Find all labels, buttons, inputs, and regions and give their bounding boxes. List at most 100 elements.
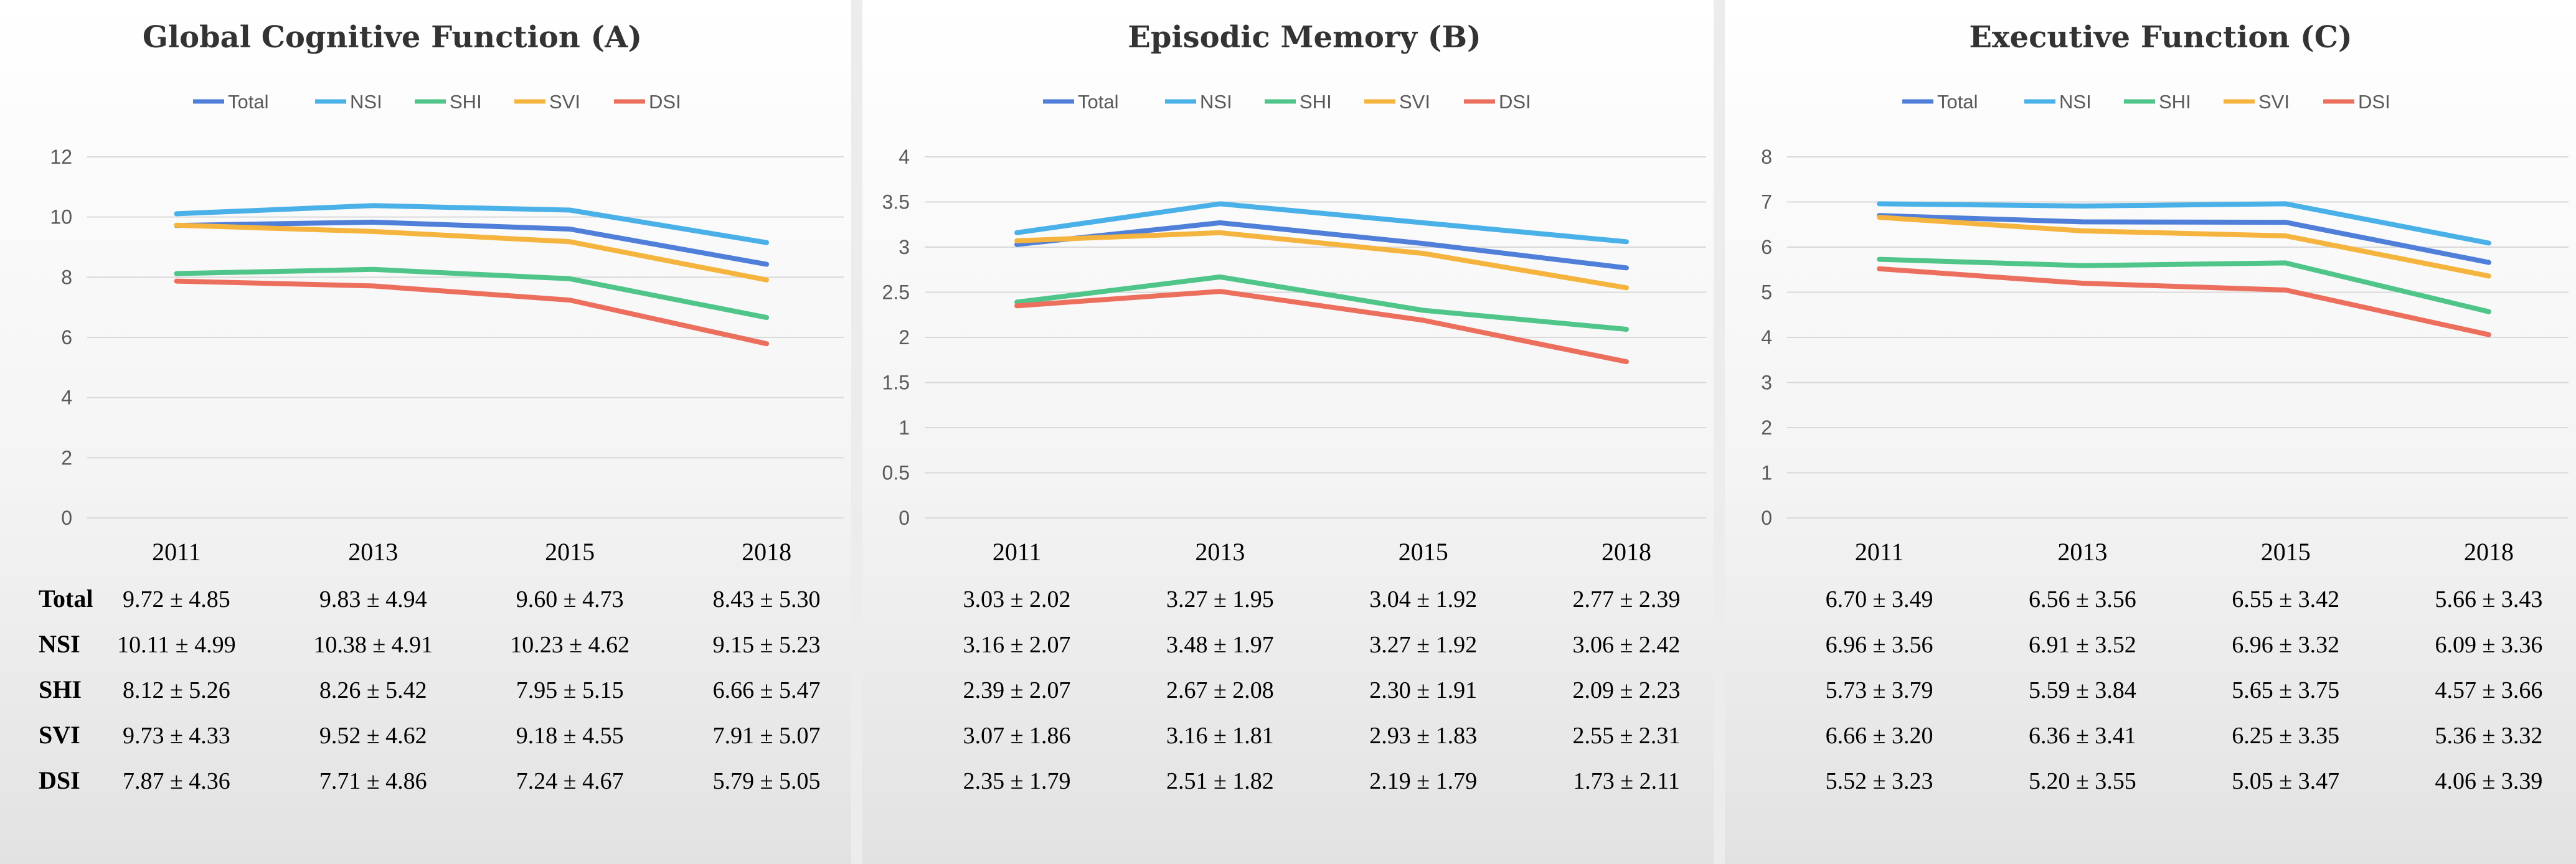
panel-b-series-line-nsi [1014, 201, 1629, 245]
panel-c-table-cell: 5.65 ± 3.75 [2232, 677, 2339, 703]
panel-b-series-line-total [1014, 220, 1629, 271]
panel-c-series-line-shi [1877, 256, 2491, 314]
panel-a-y-tick-label: 0 [61, 507, 72, 529]
panel-b-table-cell: 2.77 ± 2.39 [1573, 586, 1681, 613]
panel-b-table-cell: 2.30 ± 1.91 [1369, 677, 1477, 703]
panel-c-y-tick-label: 7 [1761, 191, 1772, 214]
panel-c-legend-shi: SHI [2159, 91, 2191, 113]
panel-c-title: Executive Function (C) [1969, 20, 2352, 55]
panel-c-background [1725, 0, 2576, 864]
panel-a-y-tick-label: 6 [61, 326, 72, 349]
panel-a-legend-dsi: DSI [649, 91, 681, 113]
panel-a-background [0, 0, 851, 864]
panel-c-table-cell: 5.05 ± 3.47 [2232, 768, 2339, 794]
panel-c-y-tick-label: 8 [1761, 146, 1772, 168]
panel-b-y-tick-label: 3.5 [882, 191, 910, 214]
panel-b-table-cell: 2.55 ± 2.31 [1573, 723, 1681, 749]
panel-c-table-cell: 5.66 ± 3.43 [2435, 586, 2543, 613]
panel-c-x-tick-label: 2013 [2057, 538, 2107, 566]
panel-b-table-cell: 2.39 ± 2.07 [963, 677, 1071, 703]
panel-a-x-tick-label: 2011 [152, 538, 201, 566]
panel-b-legend-dsi: DSI [1499, 91, 1531, 113]
panel-c-table-cell: 6.66 ± 3.20 [1826, 723, 1933, 749]
panel-a-series-line-dsi [174, 278, 770, 347]
panel-b-x-tick-label: 2011 [993, 538, 1042, 566]
panel-b-y-tick-label: 1 [899, 416, 910, 439]
panel-c-y-tick-label: 4 [1761, 326, 1772, 349]
panel-a-table-cell: 9.52 ± 4.62 [319, 723, 427, 749]
panel-a-table-cell: 9.60 ± 4.73 [516, 586, 624, 613]
panel-a-y-tick-label: 8 [61, 266, 72, 288]
panel-a-table-cell: 7.87 ± 4.36 [123, 768, 230, 794]
panel-b-table-cell: 2.67 ± 2.08 [1166, 677, 1274, 703]
panel-a-x-tick-label: 2015 [545, 538, 595, 566]
panel-a-table-cell: 8.26 ± 5.42 [319, 677, 427, 703]
panel-b-table-cell: 3.16 ± 1.81 [1166, 723, 1274, 749]
panel-c-series-line-dsi [1877, 266, 2491, 337]
panel-a-table-cell: 9.72 ± 4.85 [123, 586, 230, 613]
panel-a-x-tick-label: 2018 [742, 538, 791, 566]
panel-a-table-cell: 6.66 ± 5.47 [713, 677, 821, 703]
panel-a-table-cell: 7.24 ± 4.67 [516, 768, 624, 794]
panel-b-y-tick-label: 4 [899, 146, 910, 168]
panel-a-title: Global Cognitive Function (A) [143, 20, 642, 55]
panel-a-table-cell: 9.83 ± 4.94 [319, 586, 427, 613]
panel-b-table-cell: 3.27 ± 1.92 [1369, 632, 1477, 658]
panel-c-table-cell: 5.52 ± 3.23 [1826, 768, 1933, 794]
panel-c-table-cell: 6.96 ± 3.56 [1826, 632, 1933, 658]
panel-b-y-tick-label: 0 [899, 507, 910, 529]
panel-c-y-tick-label: 2 [1761, 416, 1772, 439]
panel-a-legend-total: Total [228, 91, 268, 113]
panel-c-y-tick-label: 3 [1761, 372, 1772, 394]
panel-a-y-tick-label: 4 [61, 387, 72, 409]
panel-c-series-line-nsi [1877, 201, 2491, 246]
panel-c-table-cell: 5.36 ± 3.32 [2435, 723, 2543, 749]
panel-b-table-cell: 2.93 ± 1.83 [1369, 723, 1477, 749]
panel-b-table-cell: 2.51 ± 1.82 [1166, 768, 1274, 794]
panel-a-series-line-shi [174, 266, 770, 321]
panel-c-table-cell: 6.55 ± 3.42 [2232, 586, 2339, 613]
panel-b-table-cell: 3.48 ± 1.97 [1166, 632, 1274, 658]
panel-b-table-cell: 3.06 ± 2.42 [1573, 632, 1681, 658]
panel-b-table-cell: 2.09 ± 2.23 [1573, 677, 1681, 703]
panel-b-table-cell: 3.16 ± 2.07 [963, 632, 1071, 658]
panel-a-table-cell: 5.79 ± 5.05 [713, 768, 821, 794]
panel-b-y-tick-label: 1.5 [882, 372, 910, 394]
panel-a-y-tick-label: 12 [50, 146, 72, 168]
panel-c-legend-dsi: DSI [2358, 91, 2390, 113]
panel-a-table-cell: 9.73 ± 4.33 [123, 723, 230, 749]
panel-b-x-tick-label: 2015 [1399, 538, 1448, 566]
panel-c-table-cell: 6.56 ± 3.56 [2029, 586, 2136, 613]
panel-b-table-cell: 2.35 ± 1.79 [963, 768, 1071, 794]
panel-b-legend-shi: SHI [1300, 91, 1332, 113]
panel-c-x-tick-label: 2018 [2464, 538, 2514, 566]
panel-c-table-cell: 5.20 ± 3.55 [2029, 768, 2136, 794]
panel-a-series-line-svi [174, 222, 770, 283]
panel-b-series-line-shi [1014, 274, 1629, 332]
panel-c-legend-total: Total [1937, 91, 1978, 113]
panel-c-table-cell: 6.96 ± 3.32 [2232, 632, 2339, 658]
panel-a-row-label-svi: SVI [39, 721, 80, 749]
panel-a-y-tick-label: 10 [50, 206, 72, 228]
panel-c-series-line-svi [1877, 215, 2491, 279]
panel-c-table-cell: 4.57 ± 3.66 [2435, 677, 2543, 703]
panel-c-table-cell: 6.09 ± 3.36 [2435, 632, 2543, 658]
panel-a-legend-nsi: NSI [350, 91, 382, 113]
panel-b-table-cell: 3.04 ± 1.92 [1369, 586, 1477, 613]
panel-b-y-tick-label: 0.5 [882, 462, 910, 484]
panel-a-table-cell: 7.91 ± 5.07 [713, 723, 821, 749]
panel-a-table-cell: 8.12 ± 5.26 [123, 677, 230, 703]
panel-a-table-cell: 9.15 ± 5.23 [713, 632, 821, 658]
panel-b-y-tick-label: 2 [899, 326, 910, 349]
panel-b-y-tick-label: 3 [899, 236, 910, 258]
panel-b-x-tick-label: 2018 [1602, 538, 1651, 566]
panel-c-y-tick-label: 5 [1761, 281, 1772, 304]
panel-a-legend-shi: SHI [450, 91, 482, 113]
panel-b-table-cell: 3.27 ± 1.95 [1166, 586, 1274, 613]
panel-a-table-cell: 7.95 ± 5.15 [516, 677, 624, 703]
panel-b-background [862, 0, 1714, 864]
panel-a-row-label-total: Total [39, 585, 93, 613]
panel-a-table-cell: 8.43 ± 5.30 [713, 586, 821, 613]
